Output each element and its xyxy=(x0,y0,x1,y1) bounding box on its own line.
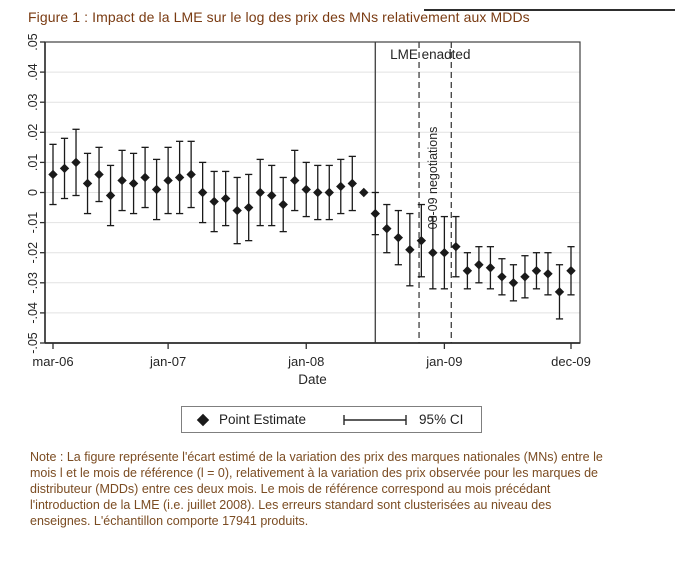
y-tick-label: .02 xyxy=(26,124,40,141)
point-estimate-marker xyxy=(451,241,461,252)
negotiations-label: 08-09 negotiations xyxy=(426,127,440,230)
x-tick-label: jan-08 xyxy=(287,354,324,369)
y-tick-label: -.01 xyxy=(26,212,40,234)
point-estimate-marker xyxy=(313,187,323,198)
y-tick-label: -.03 xyxy=(26,272,40,294)
y-tick-label: .04 xyxy=(26,63,40,80)
point-estimate-marker xyxy=(243,202,254,213)
point-estimate-marker xyxy=(174,172,185,183)
legend-point-estimate-label: Point Estimate xyxy=(219,412,307,427)
ci-whisker-icon xyxy=(343,414,407,425)
point-estimate-marker xyxy=(393,232,404,243)
note-line: mois l et le mois de référence (l = 0), … xyxy=(30,466,598,480)
point-estimate-marker xyxy=(439,248,450,258)
figure-title: Figure 1 : Impact de la LME sur le log d… xyxy=(28,9,530,25)
chart-legend: Point Estimate 95% CI xyxy=(181,406,483,433)
x-axis: mar-06 jan-07 jan-08 jan-09 dec-09 Date xyxy=(32,343,591,387)
legend-ci-label: 95% CI xyxy=(419,412,464,427)
y-tick-label: .05 xyxy=(26,33,40,50)
point-estimate-marker xyxy=(428,248,438,258)
event-study-chart: LME enadted 08-09 negotiations .05.04.03.0… xyxy=(0,30,675,392)
ci-whiskers xyxy=(49,128,575,320)
point-estimate-marker xyxy=(520,272,530,282)
point-estimate-marker xyxy=(462,266,473,276)
point-estimate-marker xyxy=(474,260,484,270)
note-line: distributeur (MDDs) entre ces deux mois.… xyxy=(30,482,551,496)
note-line: enseignes. L'échantillon comporte 17941 … xyxy=(30,514,309,528)
y-tick-label: -.04 xyxy=(26,302,40,324)
point-estimate-marker xyxy=(163,175,173,186)
point-estimate-marker xyxy=(531,266,542,276)
point-estimate-marker xyxy=(508,278,519,288)
x-tick-label: dec-09 xyxy=(551,354,591,369)
figure-note: Note : La figure représente l'écart esti… xyxy=(30,449,655,529)
point-estimate-marker xyxy=(186,169,196,180)
y-tick-label: -.05 xyxy=(26,332,40,354)
screenshot-edge-artifact xyxy=(424,9,675,11)
point-estimates xyxy=(48,157,576,297)
point-estimate-marker xyxy=(543,269,553,279)
point-estimate-marker xyxy=(416,235,427,246)
y-tick-label: .01 xyxy=(26,154,40,171)
annotation-labels: LME enadted 08-09 negotiations xyxy=(390,47,470,229)
point-estimate-marker xyxy=(370,208,381,219)
y-tick-label: -.02 xyxy=(26,242,40,264)
point-estimate-marker xyxy=(105,190,116,201)
note-line: Note : La figure représente l'écart esti… xyxy=(30,450,603,464)
point-estimate-marker xyxy=(359,187,369,198)
legend-item-ci: 95% CI xyxy=(340,412,463,427)
point-estimate-marker xyxy=(59,163,70,174)
point-estimate-marker xyxy=(232,205,242,216)
point-estimate-marker xyxy=(71,157,81,168)
point-estimate-marker xyxy=(336,181,346,192)
point-estimate-marker xyxy=(48,169,58,180)
point-estimate-marker xyxy=(197,187,208,198)
point-estimate-marker xyxy=(347,178,357,189)
point-estimate-marker xyxy=(220,193,231,204)
point-estimate-marker xyxy=(94,169,104,180)
point-estimate-marker xyxy=(128,178,139,189)
point-estimate-marker xyxy=(290,175,300,186)
legend-item-point-estimate: Point Estimate xyxy=(196,412,306,427)
y-tick-label: .03 xyxy=(26,93,40,110)
x-tick-label: jan-09 xyxy=(425,354,462,369)
point-estimate-marker xyxy=(405,244,415,255)
diamond-marker-icon xyxy=(196,413,210,426)
x-axis-title: Date xyxy=(298,372,327,387)
point-estimate-marker xyxy=(324,187,334,198)
point-estimate-marker xyxy=(82,178,93,189)
point-estimate-marker xyxy=(554,287,565,297)
x-tick-label: mar-06 xyxy=(32,354,73,369)
point-estimate-marker xyxy=(151,184,162,195)
point-estimate-marker xyxy=(117,175,127,186)
point-estimate-marker xyxy=(255,187,265,198)
point-estimate-marker xyxy=(485,263,496,273)
point-estimate-marker xyxy=(267,190,277,201)
point-estimate-marker xyxy=(140,172,150,183)
note-line: l'introduction de la LME (i.e. juillet 2… xyxy=(30,498,552,512)
point-estimate-marker xyxy=(566,266,576,276)
y-axis: .05 .04 .03 .02 .01 0 -.01 -.02 -.03 -.04 -.05 xyxy=(26,33,45,354)
point-estimate-marker xyxy=(209,196,219,207)
point-estimate-marker xyxy=(278,199,288,210)
x-tick-label: jan-07 xyxy=(149,354,186,369)
point-estimate-marker xyxy=(301,184,311,195)
y-tick-label: 0 xyxy=(26,189,40,196)
point-estimate-marker xyxy=(382,223,392,234)
lme-enacted-label: LME enadted xyxy=(390,47,470,62)
point-estimate-marker xyxy=(497,272,507,282)
